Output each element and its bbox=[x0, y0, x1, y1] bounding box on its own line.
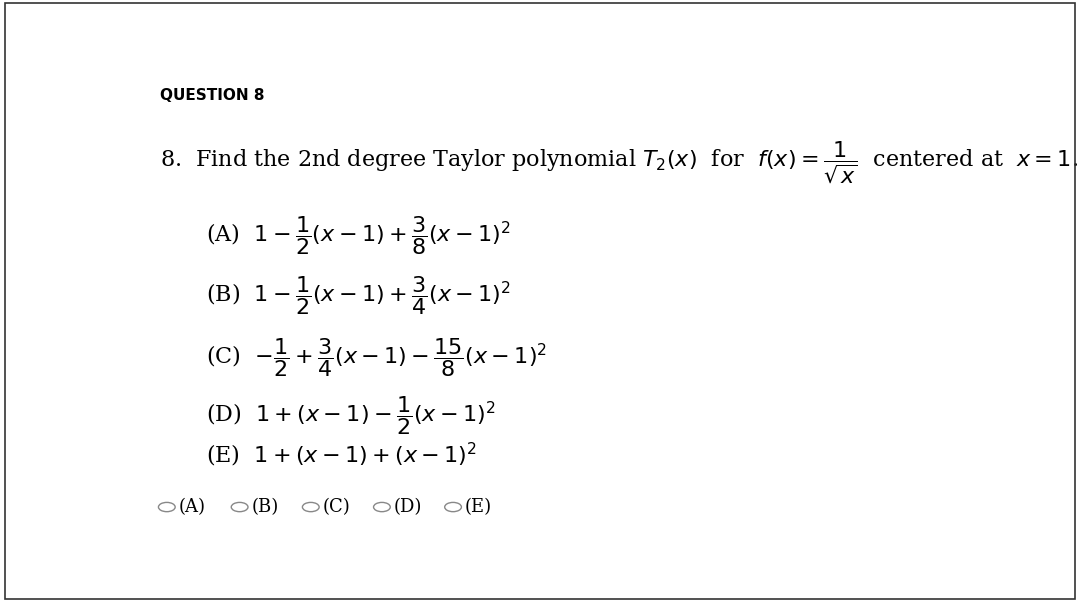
Text: (D): (D) bbox=[393, 498, 422, 516]
Text: (C)  $-\dfrac{1}{2} + \dfrac{3}{4}(x-1) - \dfrac{15}{8}(x-1)^2$: (C) $-\dfrac{1}{2} + \dfrac{3}{4}(x-1) -… bbox=[206, 337, 548, 379]
Text: (D)  $1 + (x-1) - \dfrac{1}{2}(x-1)^2$: (D) $1 + (x-1) - \dfrac{1}{2}(x-1)^2$ bbox=[206, 394, 496, 437]
Text: QUESTION 8: QUESTION 8 bbox=[160, 88, 265, 104]
Text: 8.  Find the 2nd degree Taylor polynomial $T_2(x)$  for  $f(x) = \dfrac{1}{\sqrt: 8. Find the 2nd degree Taylor polynomial… bbox=[160, 140, 1078, 185]
Text: (B)  $1 - \dfrac{1}{2}(x-1) + \dfrac{3}{4}(x-1)^2$: (B) $1 - \dfrac{1}{2}(x-1) + \dfrac{3}{4… bbox=[206, 274, 511, 317]
Text: (C): (C) bbox=[323, 498, 350, 516]
Text: (E)  $1 + (x-1) + (x-1)^2$: (E) $1 + (x-1) + (x-1)^2$ bbox=[206, 441, 477, 469]
Text: (B): (B) bbox=[252, 498, 279, 516]
Text: (E): (E) bbox=[464, 498, 491, 516]
Text: (A)  $1 - \dfrac{1}{2}(x-1) + \dfrac{3}{8}(x-1)^2$: (A) $1 - \dfrac{1}{2}(x-1) + \dfrac{3}{8… bbox=[206, 214, 511, 256]
Text: (A): (A) bbox=[178, 498, 205, 516]
